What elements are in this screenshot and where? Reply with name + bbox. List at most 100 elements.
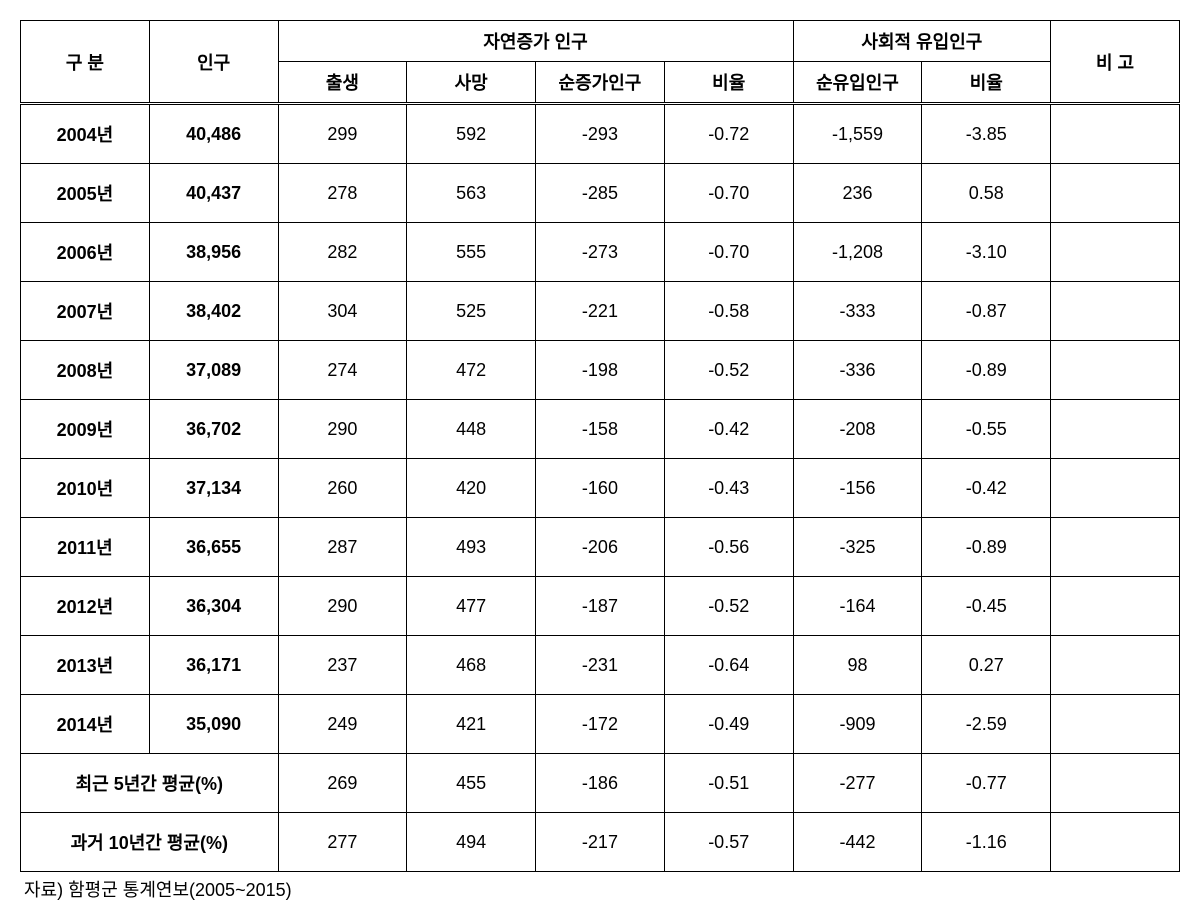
cell-social-rate: -0.89 xyxy=(922,341,1051,400)
cell-net-natural: -160 xyxy=(536,459,665,518)
header-net-social: 순유입인구 xyxy=(793,62,922,104)
cell-pop: 36,304 xyxy=(149,577,278,636)
cell-natural-rate: -0.51 xyxy=(664,754,793,813)
cell-social-rate: -0.89 xyxy=(922,518,1051,577)
cell-natural-rate: -0.70 xyxy=(664,164,793,223)
cell-social-rate: -3.85 xyxy=(922,104,1051,164)
cell-birth: 287 xyxy=(278,518,407,577)
cell-net-social: -336 xyxy=(793,341,922,400)
table-row: 2008년37,089274472-198-0.52-336-0.89 xyxy=(21,341,1180,400)
cell-death: 455 xyxy=(407,754,536,813)
cell-social-rate: -0.42 xyxy=(922,459,1051,518)
cell-net-social: 98 xyxy=(793,636,922,695)
cell-social-rate: -0.87 xyxy=(922,282,1051,341)
cell-social-rate: -2.59 xyxy=(922,695,1051,754)
cell-net-natural: -293 xyxy=(536,104,665,164)
cell-net-natural: -172 xyxy=(536,695,665,754)
header-birth: 출생 xyxy=(278,62,407,104)
population-table-container: 구 분 인구 자연증가 인구 사회적 유입인구 비 고 출생 사망 순증가인구 … xyxy=(20,20,1180,902)
cell-remark xyxy=(1051,813,1180,872)
cell-net-natural: -187 xyxy=(536,577,665,636)
cell-death: 448 xyxy=(407,400,536,459)
cell-net-natural: -221 xyxy=(536,282,665,341)
header-social-rate: 비율 xyxy=(922,62,1051,104)
cell-natural-rate: -0.42 xyxy=(664,400,793,459)
cell-social-rate: 0.58 xyxy=(922,164,1051,223)
cell-birth: 304 xyxy=(278,282,407,341)
cell-pop: 38,402 xyxy=(149,282,278,341)
table-row: 2005년40,437278563-285-0.702360.58 xyxy=(21,164,1180,223)
cell-net-natural: -285 xyxy=(536,164,665,223)
cell-death: 494 xyxy=(407,813,536,872)
cell-death: 472 xyxy=(407,341,536,400)
cell-net-social: -1,559 xyxy=(793,104,922,164)
cell-death: 421 xyxy=(407,695,536,754)
table-row: 2014년35,090249421-172-0.49-909-2.59 xyxy=(21,695,1180,754)
cell-net-social: -333 xyxy=(793,282,922,341)
cell-pop: 40,486 xyxy=(149,104,278,164)
table-row: 2012년36,304290477-187-0.52-164-0.45 xyxy=(21,577,1180,636)
cell-year: 2014년 xyxy=(21,695,150,754)
cell-net-social: -156 xyxy=(793,459,922,518)
cell-year: 2013년 xyxy=(21,636,150,695)
table-header: 구 분 인구 자연증가 인구 사회적 유입인구 비 고 출생 사망 순증가인구 … xyxy=(21,21,1180,104)
cell-remark xyxy=(1051,104,1180,164)
cell-remark xyxy=(1051,754,1180,813)
cell-net-natural: -158 xyxy=(536,400,665,459)
cell-natural-rate: -0.57 xyxy=(664,813,793,872)
cell-summary-label: 과거 10년간 평균(%) xyxy=(21,813,279,872)
cell-pop: 40,437 xyxy=(149,164,278,223)
header-social-group: 사회적 유입인구 xyxy=(793,21,1051,62)
cell-birth: 290 xyxy=(278,577,407,636)
cell-birth: 260 xyxy=(278,459,407,518)
cell-net-social: -325 xyxy=(793,518,922,577)
header-remark: 비 고 xyxy=(1051,21,1180,104)
cell-net-natural: -231 xyxy=(536,636,665,695)
cell-remark xyxy=(1051,282,1180,341)
cell-natural-rate: -0.43 xyxy=(664,459,793,518)
cell-net-social: -208 xyxy=(793,400,922,459)
table-row: 2004년40,486299592-293-0.72-1,559-3.85 xyxy=(21,104,1180,164)
source-note: 자료) 함평군 통계연보(2005~2015) xyxy=(24,876,1180,902)
cell-year: 2010년 xyxy=(21,459,150,518)
header-natural-group: 자연증가 인구 xyxy=(278,21,793,62)
cell-pop: 35,090 xyxy=(149,695,278,754)
cell-birth: 282 xyxy=(278,223,407,282)
cell-net-social: 236 xyxy=(793,164,922,223)
cell-birth: 249 xyxy=(278,695,407,754)
cell-natural-rate: -0.72 xyxy=(664,104,793,164)
cell-social-rate: -0.77 xyxy=(922,754,1051,813)
cell-pop: 36,702 xyxy=(149,400,278,459)
table-row: 2010년37,134260420-160-0.43-156-0.42 xyxy=(21,459,1180,518)
cell-year: 2006년 xyxy=(21,223,150,282)
cell-net-social: -277 xyxy=(793,754,922,813)
cell-net-natural: -217 xyxy=(536,813,665,872)
cell-summary-label: 최근 5년간 평균(%) xyxy=(21,754,279,813)
cell-net-natural: -273 xyxy=(536,223,665,282)
table-row: 2013년36,171237468-231-0.64980.27 xyxy=(21,636,1180,695)
cell-natural-rate: -0.64 xyxy=(664,636,793,695)
table-body: 2004년40,486299592-293-0.72-1,559-3.85200… xyxy=(21,104,1180,872)
header-death: 사망 xyxy=(407,62,536,104)
cell-pop: 37,134 xyxy=(149,459,278,518)
cell-pop: 38,956 xyxy=(149,223,278,282)
cell-year: 2011년 xyxy=(21,518,150,577)
cell-birth: 290 xyxy=(278,400,407,459)
population-table: 구 분 인구 자연증가 인구 사회적 유입인구 비 고 출생 사망 순증가인구 … xyxy=(20,20,1180,872)
cell-natural-rate: -0.58 xyxy=(664,282,793,341)
cell-birth: 299 xyxy=(278,104,407,164)
cell-death: 493 xyxy=(407,518,536,577)
table-row: 2006년38,956282555-273-0.70-1,208-3.10 xyxy=(21,223,1180,282)
header-category: 구 분 xyxy=(21,21,150,104)
cell-remark xyxy=(1051,577,1180,636)
cell-remark xyxy=(1051,518,1180,577)
cell-net-natural: -198 xyxy=(536,341,665,400)
cell-remark xyxy=(1051,164,1180,223)
cell-net-natural: -186 xyxy=(536,754,665,813)
cell-net-social: -164 xyxy=(793,577,922,636)
cell-social-rate: 0.27 xyxy=(922,636,1051,695)
cell-social-rate: -1.16 xyxy=(922,813,1051,872)
cell-pop: 36,171 xyxy=(149,636,278,695)
cell-social-rate: -3.10 xyxy=(922,223,1051,282)
cell-pop: 36,655 xyxy=(149,518,278,577)
